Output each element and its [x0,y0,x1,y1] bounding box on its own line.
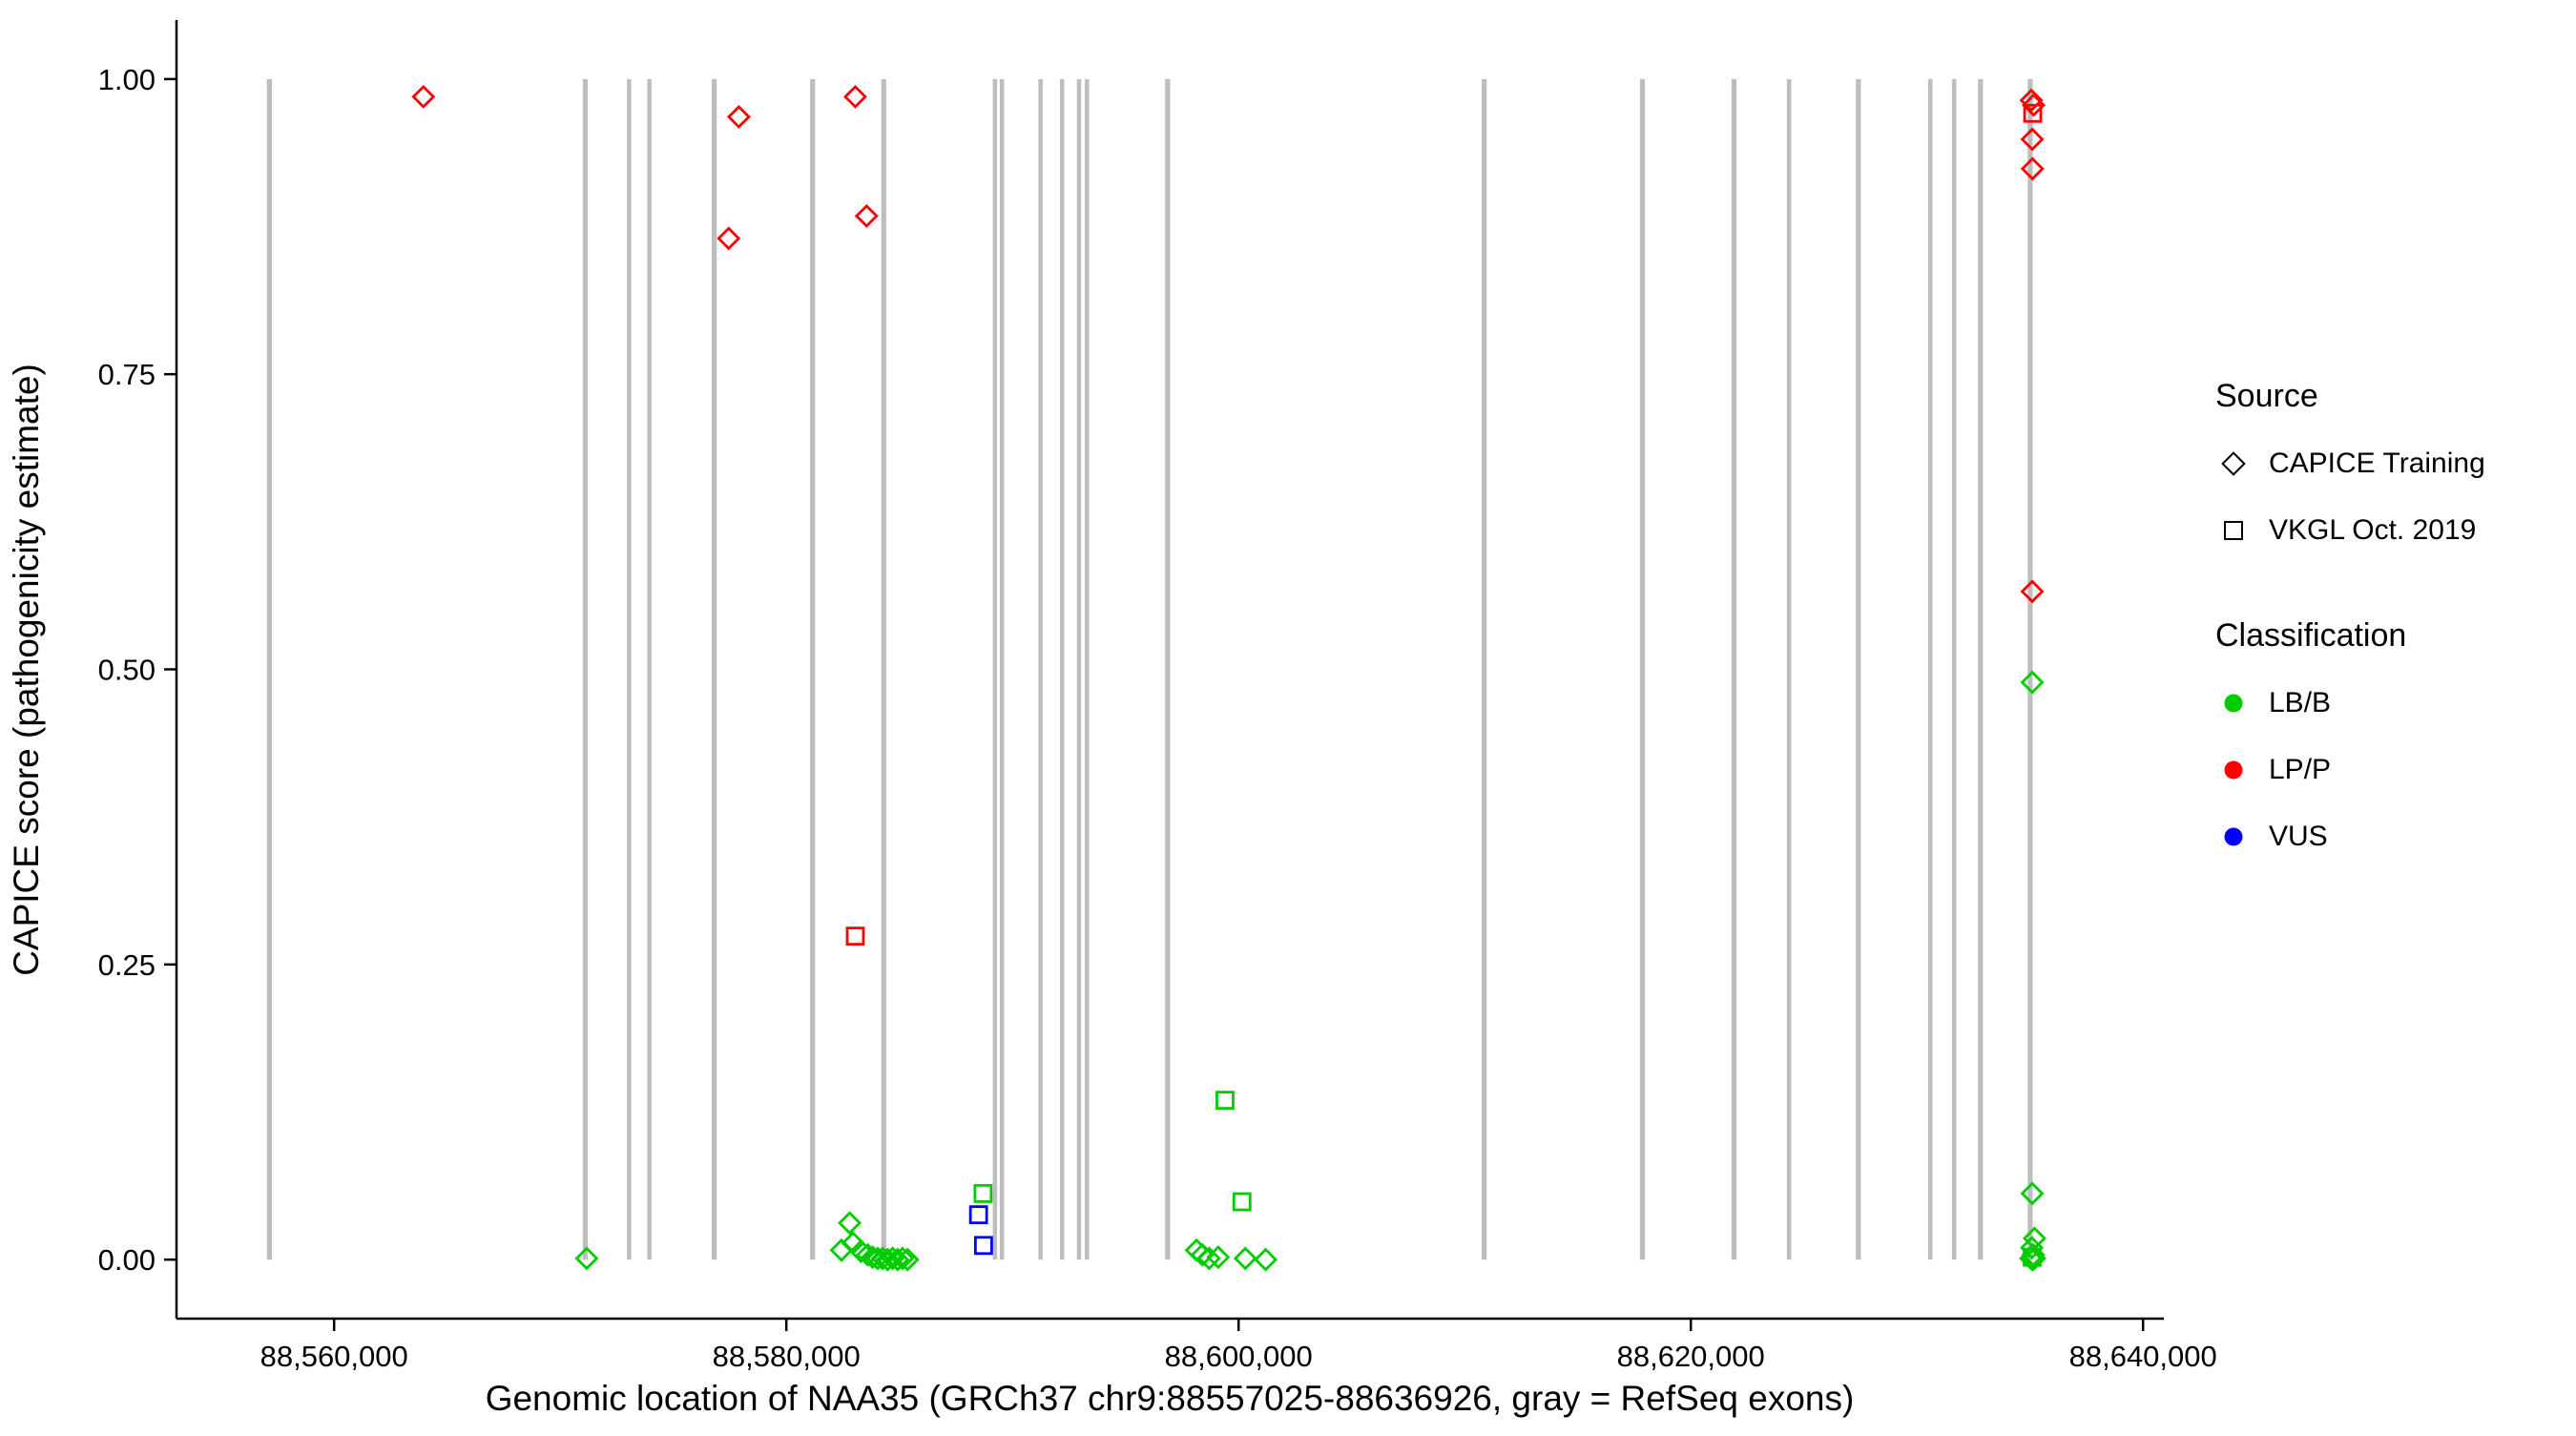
data-point-diamond [2020,579,2045,604]
x-tick-label: 88,560,000 [260,1340,408,1373]
data-point-square [973,1236,993,1256]
x-tick-label: 88,640,000 [2069,1340,2217,1373]
data-point-square [1232,1192,1252,1212]
exon-mark [1786,78,1792,1260]
data-point-square [973,1183,993,1203]
exon-mark [1856,78,1861,1260]
exon-mark [627,78,632,1260]
x-tick-label: 88,600,000 [1165,1340,1313,1373]
y-tick-label: 0.25 [98,948,156,982]
exon-mark [1038,78,1043,1260]
exon-mark [1085,78,1090,1260]
data-point-diamond [574,1246,599,1271]
data-point-diamond [411,84,436,109]
y-tick-label: 0.75 [98,358,156,391]
data-point-diamond [2020,156,2045,181]
data-point-diamond [881,1246,905,1271]
data-point-diamond [1254,1247,1278,1272]
red-dot-icon [2221,758,2246,782]
exon-mark [999,78,1005,1260]
blue-dot-icon [2221,824,2246,849]
exon-mark [1731,78,1737,1260]
data-point-diamond [1233,1246,1257,1271]
data-point-diamond [848,1239,873,1263]
legend-item-vus: VUS [2215,803,2485,870]
data-point-square [968,1205,988,1225]
data-point-diamond [870,1246,895,1271]
diamond-icon [2221,451,2246,476]
exon-mark [1165,78,1171,1260]
exon-mark [810,78,816,1260]
x-tick-label: 88,620,000 [1617,1340,1765,1373]
data-point-diamond [895,1247,920,1272]
exon-mark [266,78,272,1260]
data-point-diamond [885,1247,910,1272]
legend-item-lpp: LP/P [2215,737,2485,803]
exon-mark [1951,78,1957,1260]
data-point-diamond [2020,670,2045,695]
scatter-plot-svg: 88,560,000 88,580,000 88,600,000 88,620,000… [7,20,2217,1418]
exon-mark [712,78,717,1260]
legend-group-classification: Classification LB/B LP/P VUS [2215,617,2485,870]
data-point-diamond [1196,1246,1221,1271]
data-point-diamond [2020,1181,2045,1206]
data-point-diamond [1206,1245,1231,1270]
data-point-square [1215,1091,1235,1111]
data-point-diamond [1190,1242,1215,1267]
green-dot-icon [2221,691,2246,716]
exon-mark [582,78,589,1260]
data-point-diamond [842,84,867,109]
data-point-diamond [717,226,741,251]
axis-layer: 88,560,000 88,580,000 88,600,000 88,620,000… [98,20,2217,1373]
data-point-diamond [2020,127,2045,152]
data-point-diamond [854,203,879,228]
data-point-square [2023,1247,2042,1267]
legend-classification-title: Classification [2215,617,2407,654]
exon-mark [992,78,998,1260]
data-point-square [2023,103,2043,123]
legend-item-lbb: LB/B [2215,670,2485,737]
exon-layer [266,78,2033,1260]
exon-mark [1639,78,1646,1260]
y-tick-label: 0.00 [98,1243,156,1277]
legend-label-vkgl: VKGL Oct. 2019 [2269,514,2477,546]
square-icon [2221,518,2246,543]
exon-mark [647,78,652,1260]
y-tick-label: 1.00 [98,63,156,96]
exon-mark [881,78,886,1260]
legend: Source CAPICE Training VKGL Oct. 2019 Cl… [2215,378,2485,870]
y-tick-label: 0.50 [98,654,156,687]
point-layer [411,84,2046,1272]
exon-mark [1482,78,1487,1260]
exon-mark [1978,78,1984,1260]
y-axis-title: CAPICE score (pathogenicity estimate) [7,364,46,976]
legend-label-capice-training: CAPICE Training [2269,447,2485,479]
data-point-square [845,926,865,947]
legend-source-title: Source [2215,378,2318,414]
exon-mark [2027,78,2033,1260]
x-tick-label: 88,580,000 [713,1340,861,1373]
legend-item-capice-training: CAPICE Training [2215,430,2485,497]
legend-item-vkgl: VKGL Oct. 2019 [2215,497,2485,564]
data-point-diamond [726,104,751,129]
data-point-diamond [890,1246,915,1271]
legend-label-lbb: LB/B [2269,687,2332,718]
exon-mark [1076,78,1082,1260]
exon-mark [1060,78,1065,1260]
legend-label-lpp: LP/P [2269,754,2332,785]
data-point-diamond [2020,1236,2045,1260]
legend-group-source: Source CAPICE Training VKGL Oct. 2019 [2215,378,2485,564]
exon-mark [1928,78,1933,1260]
x-axis-title: Genomic location of NAA35 (GRCh37 chr9:8… [486,1379,1855,1418]
data-point-diamond [861,1245,885,1270]
data-point-diamond [2019,88,2044,113]
data-point-diamond [2022,93,2046,117]
legend-label-vus: VUS [2269,821,2328,852]
data-point-diamond [838,1211,862,1236]
